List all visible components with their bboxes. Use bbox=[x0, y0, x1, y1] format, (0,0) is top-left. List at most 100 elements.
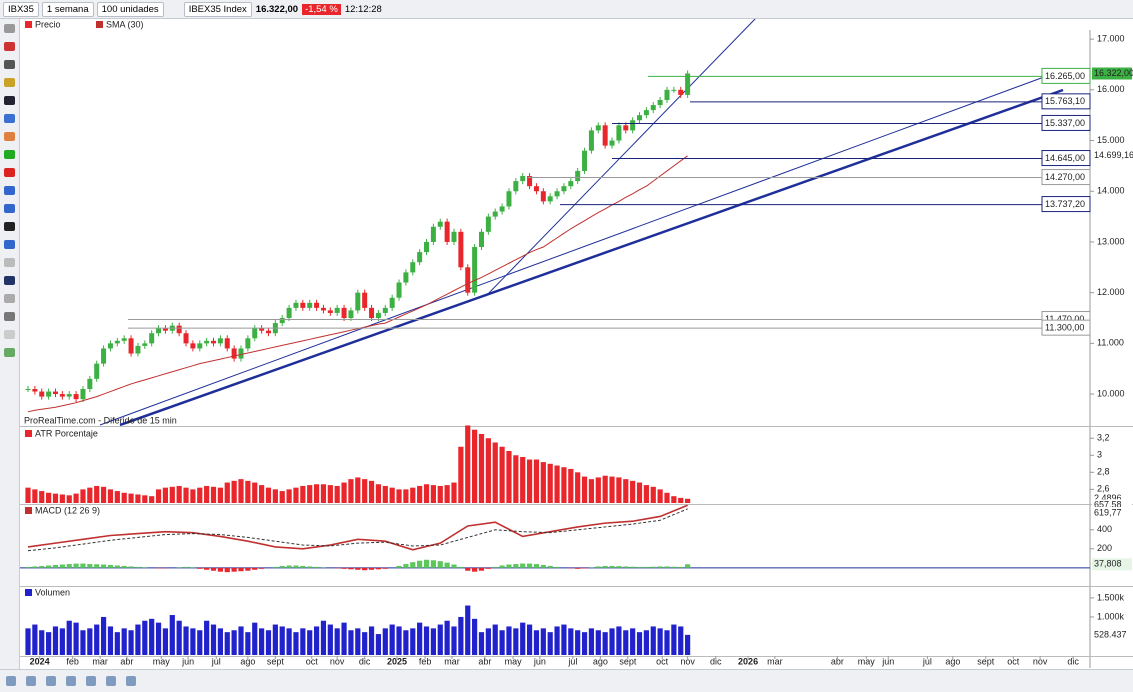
tool[interactable] bbox=[4, 132, 15, 141]
bar bbox=[630, 628, 635, 655]
instrument: IBEX35 Index bbox=[184, 2, 252, 17]
tool[interactable] bbox=[126, 676, 136, 686]
tool[interactable] bbox=[4, 330, 15, 339]
tool[interactable] bbox=[4, 186, 15, 195]
tool[interactable] bbox=[4, 240, 15, 249]
histogram-bar bbox=[32, 566, 37, 567]
bar bbox=[314, 484, 319, 503]
tool[interactable] bbox=[6, 676, 16, 686]
source-note: ProRealTime.com - Diferido de 15 min bbox=[24, 415, 177, 425]
bar bbox=[252, 483, 257, 503]
bar bbox=[355, 477, 360, 503]
candle bbox=[239, 348, 244, 358]
tool[interactable] bbox=[4, 276, 15, 285]
candle bbox=[397, 283, 402, 298]
bar bbox=[383, 486, 388, 503]
tool[interactable] bbox=[4, 348, 15, 357]
bar bbox=[135, 494, 140, 503]
tool[interactable] bbox=[106, 676, 116, 686]
bar bbox=[245, 481, 250, 503]
histogram-bar bbox=[678, 567, 683, 568]
bar bbox=[376, 634, 381, 655]
bar bbox=[177, 621, 182, 655]
candle bbox=[149, 333, 154, 343]
bar bbox=[520, 623, 525, 655]
bar bbox=[328, 625, 333, 655]
tool[interactable] bbox=[4, 114, 15, 123]
candle bbox=[369, 308, 374, 318]
bar bbox=[644, 630, 649, 655]
last-price-label: 16.322,00 bbox=[1094, 68, 1133, 78]
bar bbox=[218, 488, 223, 503]
bar bbox=[60, 494, 65, 503]
tool[interactable] bbox=[4, 42, 15, 51]
histogram-bar bbox=[644, 567, 649, 568]
histogram-bar bbox=[348, 568, 353, 569]
bar bbox=[369, 481, 374, 503]
tool[interactable] bbox=[4, 222, 15, 231]
candle bbox=[190, 343, 195, 348]
bar bbox=[135, 625, 140, 655]
bar bbox=[149, 619, 154, 655]
y-tick-label: 16.000 bbox=[1097, 84, 1125, 94]
histogram-bar bbox=[424, 560, 429, 568]
period-select[interactable]: 1 semana bbox=[42, 2, 94, 17]
bar bbox=[53, 494, 58, 503]
bar bbox=[575, 472, 580, 503]
tool[interactable] bbox=[4, 294, 15, 303]
candle bbox=[472, 247, 477, 293]
tool[interactable] bbox=[4, 168, 15, 177]
histogram-bar bbox=[94, 564, 99, 568]
tool[interactable] bbox=[66, 676, 76, 686]
bottom-toolbar bbox=[0, 669, 1133, 692]
histogram-bar bbox=[314, 567, 319, 568]
candle bbox=[623, 125, 628, 130]
candle bbox=[80, 389, 85, 399]
candle bbox=[53, 392, 58, 395]
bar bbox=[651, 626, 656, 655]
candle bbox=[135, 346, 140, 354]
bar bbox=[94, 625, 99, 655]
candle bbox=[678, 90, 683, 95]
candle bbox=[513, 181, 518, 191]
level-label: 14.270,00 bbox=[1045, 172, 1085, 182]
tool[interactable] bbox=[4, 150, 15, 159]
units-select[interactable]: 100 unidades bbox=[97, 2, 164, 17]
candle bbox=[342, 308, 347, 318]
bar bbox=[108, 626, 113, 655]
tool[interactable] bbox=[26, 676, 36, 686]
tool[interactable] bbox=[4, 204, 15, 213]
level-label: 15.337,00 bbox=[1045, 118, 1085, 128]
tool[interactable] bbox=[4, 312, 15, 321]
tool[interactable] bbox=[4, 96, 15, 105]
bar bbox=[341, 623, 346, 655]
candle bbox=[410, 262, 415, 272]
symbol-box[interactable]: IBX35 bbox=[3, 2, 39, 17]
tool[interactable] bbox=[46, 676, 56, 686]
histogram-bar bbox=[403, 564, 408, 568]
y-tick-label: 400 bbox=[1097, 524, 1112, 534]
y-tick-label: 11.000 bbox=[1097, 338, 1124, 348]
candle bbox=[424, 242, 429, 252]
bar bbox=[369, 626, 374, 655]
candle bbox=[280, 318, 285, 323]
tool[interactable] bbox=[4, 24, 15, 33]
bar bbox=[280, 626, 285, 655]
bar bbox=[101, 487, 106, 503]
histogram-bar bbox=[396, 566, 401, 568]
bar bbox=[122, 493, 127, 503]
histogram-bar bbox=[218, 568, 223, 572]
y-tick-label: 3,2 bbox=[1097, 433, 1110, 443]
bar bbox=[644, 485, 649, 503]
bar bbox=[417, 623, 422, 655]
histogram-bar bbox=[211, 568, 216, 571]
sma-last-label: 14.699,16 bbox=[1094, 150, 1133, 160]
tool[interactable] bbox=[86, 676, 96, 686]
histogram-bar bbox=[280, 566, 285, 568]
tool[interactable] bbox=[4, 60, 15, 69]
tool[interactable] bbox=[4, 78, 15, 87]
bar bbox=[664, 493, 669, 503]
tool[interactable] bbox=[4, 258, 15, 267]
bar bbox=[252, 623, 257, 655]
